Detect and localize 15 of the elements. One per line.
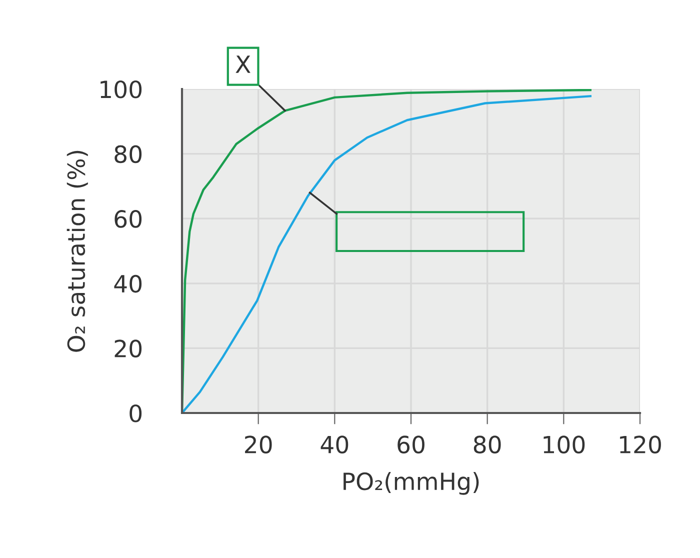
x-tick-label: 80 bbox=[474, 436, 501, 454]
y-tick-label: 40 bbox=[114, 274, 142, 293]
y-tick-label: 0 bbox=[130, 404, 142, 422]
y-tick-label: 20 bbox=[114, 340, 142, 358]
x-tick-label: 100 bbox=[544, 436, 585, 454]
x-tick-label: 40 bbox=[320, 436, 348, 454]
y-tick-label: 60 bbox=[114, 210, 142, 228]
x-axis-title: PO₂(mmHg) bbox=[344, 472, 479, 495]
y-tick-label: 100 bbox=[100, 80, 142, 98]
y-axis-title: O₂ saturation (%) bbox=[66, 150, 88, 352]
x-tick-label: 20 bbox=[245, 436, 272, 454]
x-tick-label: 120 bbox=[620, 436, 661, 454]
annotation: X bbox=[236, 56, 250, 73]
x-tick-label: 60 bbox=[398, 436, 424, 454]
y-tick-label: 80 bbox=[114, 145, 142, 164]
